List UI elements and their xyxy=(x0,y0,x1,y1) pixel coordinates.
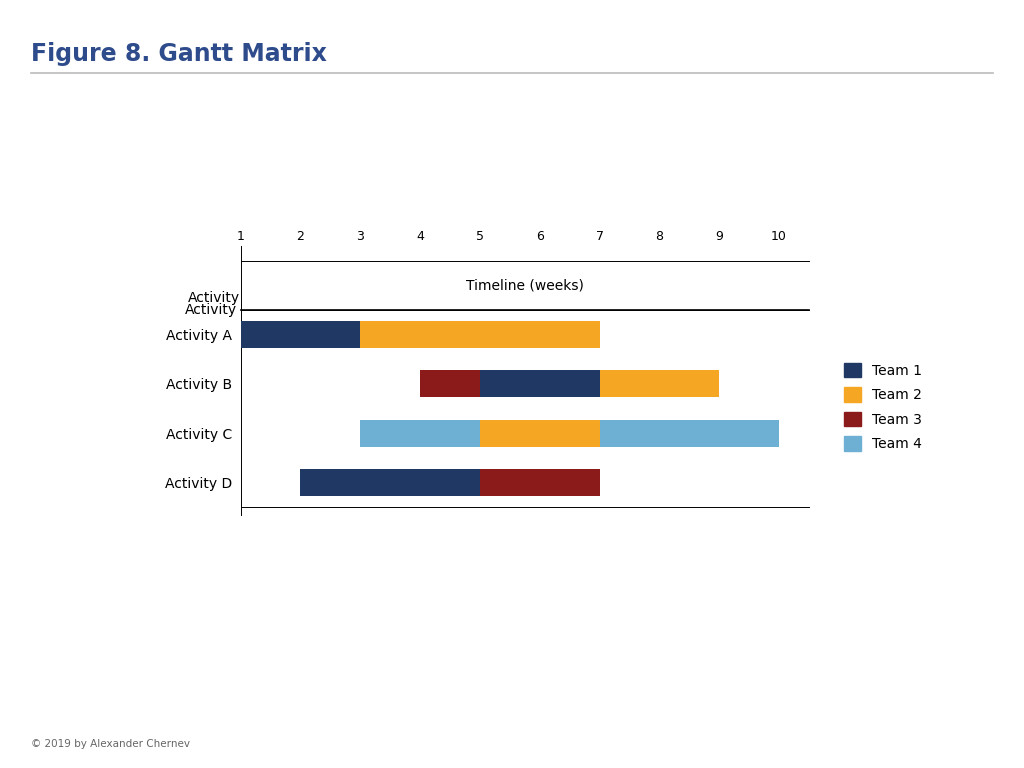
Bar xyxy=(360,419,779,447)
Bar xyxy=(300,469,480,496)
Bar xyxy=(480,469,600,496)
Text: Figure 8. Gantt Matrix: Figure 8. Gantt Matrix xyxy=(31,42,327,66)
Text: Timeline (weeks): Timeline (weeks) xyxy=(466,278,584,292)
Text: Activity: Activity xyxy=(187,290,240,305)
Bar xyxy=(600,370,719,397)
Text: © 2019 by Alexander Chernev: © 2019 by Alexander Chernev xyxy=(31,739,189,749)
Text: Activity: Activity xyxy=(184,303,237,317)
Bar xyxy=(480,370,600,397)
Bar xyxy=(360,321,600,348)
Bar xyxy=(480,419,600,447)
Bar xyxy=(241,321,360,348)
Bar xyxy=(420,370,480,397)
Legend: Team 1, Team 2, Team 3, Team 4: Team 1, Team 2, Team 3, Team 4 xyxy=(845,362,922,452)
